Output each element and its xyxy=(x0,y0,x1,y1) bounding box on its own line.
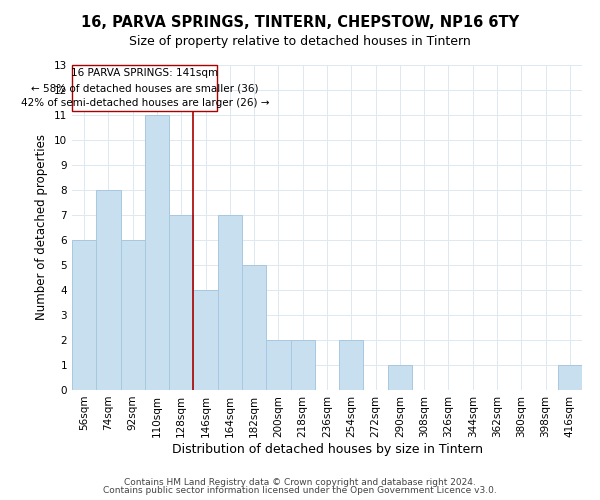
Bar xyxy=(169,215,193,390)
Bar xyxy=(145,115,169,390)
Bar xyxy=(266,340,290,390)
Bar xyxy=(290,340,315,390)
Text: Size of property relative to detached houses in Tintern: Size of property relative to detached ho… xyxy=(129,35,471,48)
Bar xyxy=(218,215,242,390)
Text: Contains HM Land Registry data © Crown copyright and database right 2024.: Contains HM Land Registry data © Crown c… xyxy=(124,478,476,487)
X-axis label: Distribution of detached houses by size in Tintern: Distribution of detached houses by size … xyxy=(172,442,482,456)
Bar xyxy=(388,365,412,390)
Y-axis label: Number of detached properties: Number of detached properties xyxy=(35,134,49,320)
Bar xyxy=(242,265,266,390)
Bar xyxy=(558,365,582,390)
Bar xyxy=(121,240,145,390)
Bar xyxy=(72,240,96,390)
Text: 16, PARVA SPRINGS, TINTERN, CHEPSTOW, NP16 6TY: 16, PARVA SPRINGS, TINTERN, CHEPSTOW, NP… xyxy=(81,15,519,30)
Text: 16 PARVA SPRINGS: 141sqm
← 58% of detached houses are smaller (36)
42% of semi-d: 16 PARVA SPRINGS: 141sqm ← 58% of detach… xyxy=(20,68,269,108)
Bar xyxy=(96,190,121,390)
Bar xyxy=(339,340,364,390)
Bar xyxy=(193,290,218,390)
FancyBboxPatch shape xyxy=(73,65,217,112)
Text: Contains public sector information licensed under the Open Government Licence v3: Contains public sector information licen… xyxy=(103,486,497,495)
